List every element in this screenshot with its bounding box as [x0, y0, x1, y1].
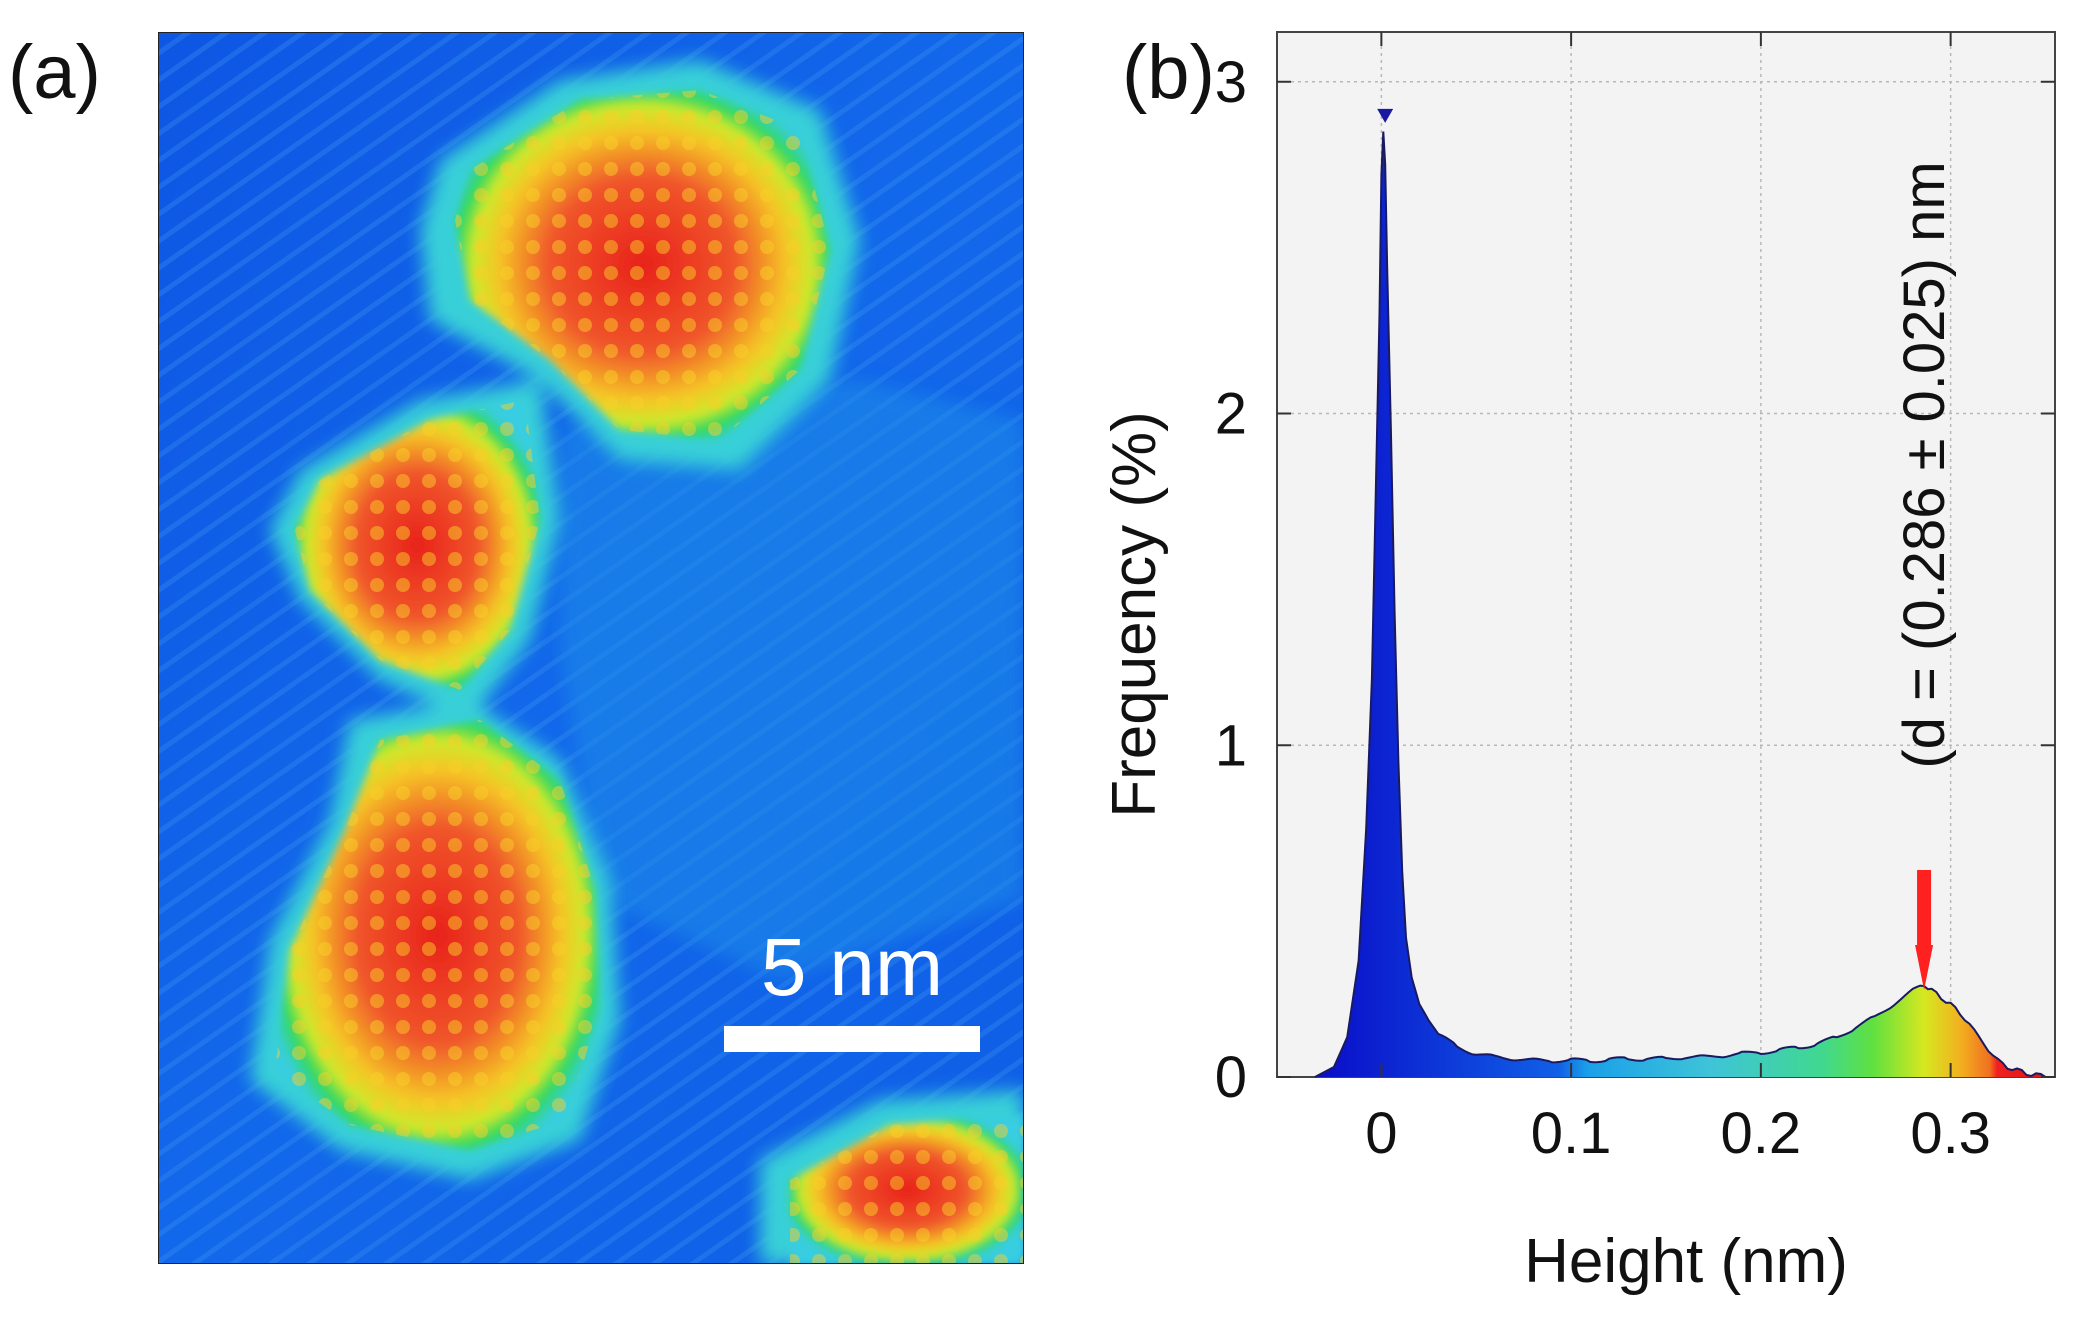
- x-tick-label: 0.3: [1910, 1101, 1991, 1166]
- stm-topography-image: [158, 32, 1024, 1264]
- annotation-arrow-head: [1915, 945, 1934, 990]
- y-tick-label: 0: [1215, 1045, 1247, 1110]
- scale-bar: [724, 1026, 980, 1052]
- height-histogram-chart: 0 0.1 0.2 0.3 0 1 2 3 Height (nm) Frequency (%)…: [1100, 31, 2056, 1296]
- peak-marker: [1377, 108, 1394, 123]
- x-tick-label: 0.2: [1721, 1101, 1802, 1166]
- panel-a-label: (a): [8, 30, 101, 115]
- scale-bar-label: 5 nm: [761, 922, 943, 1013]
- x-tick-label: 0.1: [1531, 1101, 1612, 1166]
- y-axis-title: Frequency (%): [1100, 411, 1169, 818]
- panel-b-label: (b): [1122, 30, 1215, 115]
- x-tick-label: 0: [1365, 1101, 1397, 1166]
- y-tick-label: 3: [1215, 50, 1247, 115]
- x-axis-title: Height (nm): [1524, 1227, 1848, 1296]
- annotation-arrow-shaft: [1917, 870, 1932, 950]
- histogram-area: [1315, 131, 2046, 1077]
- peak-annotation: (d = (0.286 ± 0.025) nm: [1892, 161, 1957, 768]
- y-tick-label: 1: [1215, 713, 1247, 778]
- histogram-outline: [1314, 131, 2047, 1078]
- y-tick-label: 2: [1215, 382, 1247, 447]
